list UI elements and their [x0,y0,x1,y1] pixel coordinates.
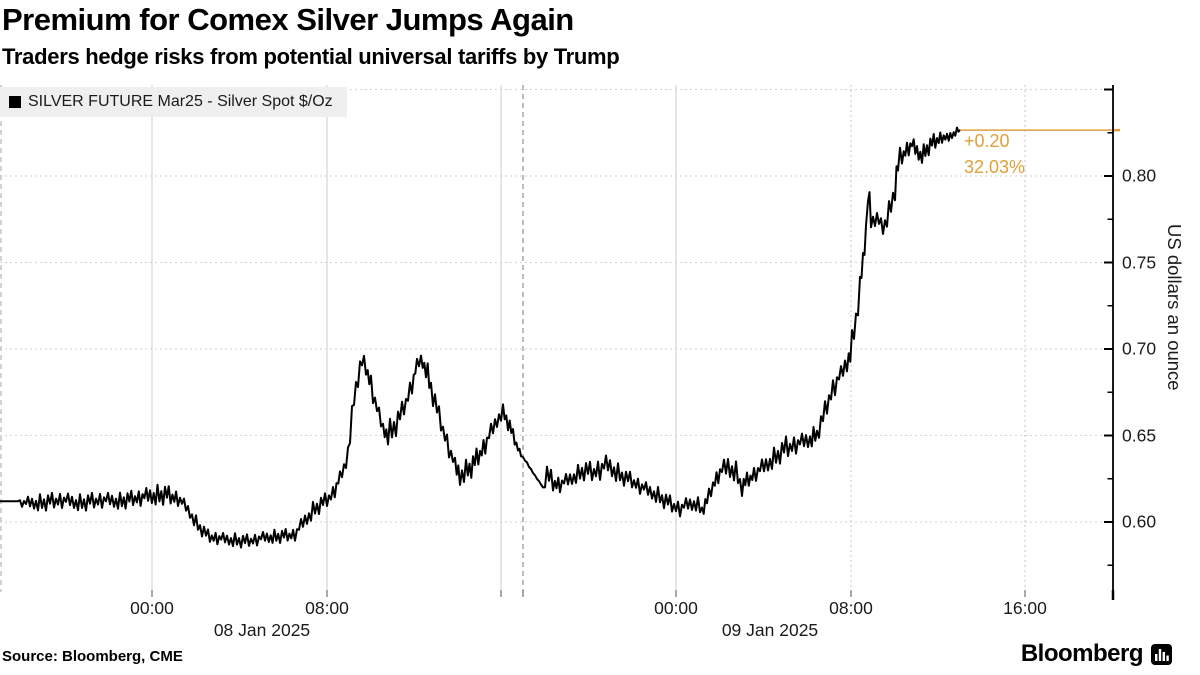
price-line [0,126,961,549]
x-time-label: 08:00 [829,598,873,618]
x-time-label: 16:00 [1003,598,1047,618]
legend-swatch-icon [9,96,21,108]
page-title: Premium for Comex Silver Jumps Again [2,2,574,37]
source-note: Source: Bloomberg, CME [2,648,183,665]
x-time-label: 08:00 [305,598,349,618]
y-tick-label: 0.75 [1122,252,1157,272]
legend-label: SILVER FUTURE Mar25 - Silver Spot $/Oz [28,93,333,110]
bloomberg-wordmark: Bloomberg [1020,640,1144,667]
y-tick-label: 0.60 [1122,511,1157,532]
x-time-label: 00:00 [654,598,698,618]
last-value-percent-label: 32.03% [964,157,1026,177]
bloomberg-logo: Bloomberg [1021,640,1172,668]
y-tick-label: 0.70 [1122,338,1157,359]
x-date-label: 09 Jan 2025 [721,620,819,640]
legend: SILVER FUTURE Mar25 - Silver Spot $/Oz [0,87,347,117]
y-axis-title: US dollars an ounce [1164,224,1185,391]
x-time-label: 00:00 [130,598,174,618]
y-tick-label: 0.80 [1122,165,1157,186]
last-value-change-label: +0.20 [964,131,1010,151]
y-tick-label: 0.65 [1122,425,1157,445]
page-subtitle: Traders hedge risks from potential unive… [2,44,620,69]
x-date-label: 08 Jan 2025 [213,620,311,640]
bloomberg-mark-icon [1151,643,1172,665]
